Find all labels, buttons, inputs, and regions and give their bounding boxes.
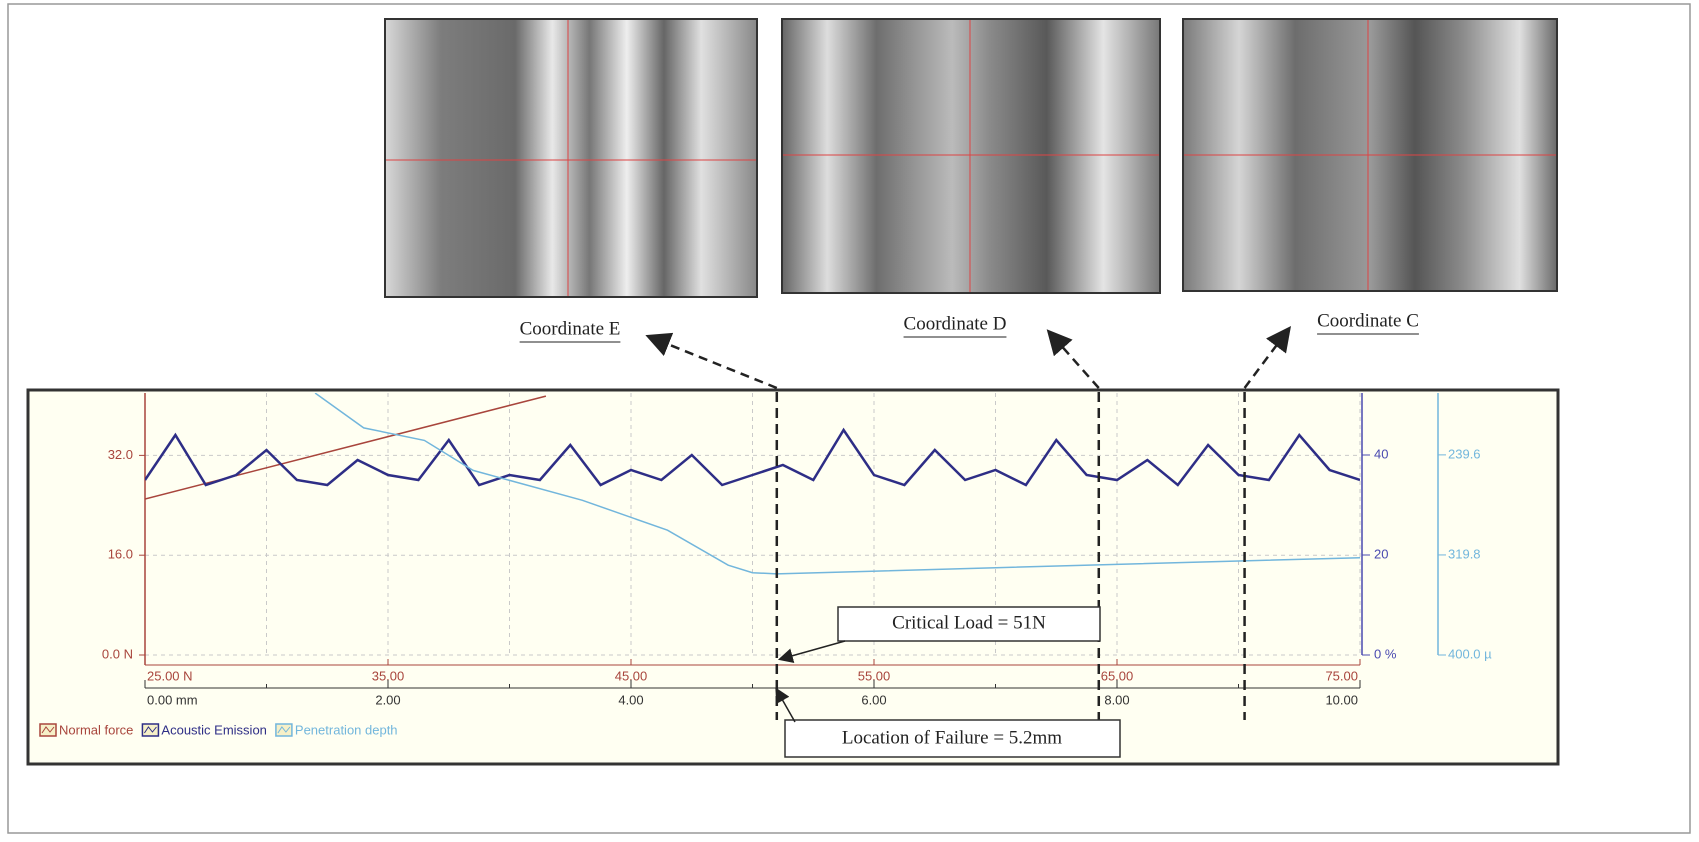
y2-tick-label: 20 [1374, 546, 1388, 561]
x2-tick-label: 25.00 N [147, 668, 193, 683]
y-tick-label: 16.0 [108, 547, 133, 562]
marker-label: Coordinate D [904, 313, 1007, 334]
figure: 0.0 N 16.0 32.0 0 % 20 40 400.0 µ 319.8 239.6 25.… [0, 0, 1699, 837]
y2-tick-label: 40 [1374, 446, 1388, 461]
y-tick-label: 32.0 [108, 447, 133, 462]
micrograph [385, 19, 757, 297]
x-tick-label: 10.00 [1325, 692, 1358, 707]
x-tick-label: 4.00 [618, 692, 643, 707]
x-tick-label: 0.00 mm [147, 692, 198, 707]
marker-label: Coordinate C [1317, 310, 1419, 331]
y3-tick-label: 319.8 [1448, 546, 1481, 561]
y3-tick-label: 400.0 µ [1448, 646, 1492, 661]
micrograph [782, 19, 1160, 293]
x-tick-label: 8.00 [1104, 692, 1129, 707]
x-tick-label: 2.00 [375, 692, 400, 707]
micrographs [385, 19, 1557, 297]
y2-tick-label: 0 % [1374, 646, 1397, 661]
y3-tick-label: 239.6 [1448, 446, 1481, 461]
chart-frame [28, 390, 1558, 764]
x-tick-label: 6.00 [861, 692, 886, 707]
legend-label: Normal force [59, 722, 133, 737]
legend-label: Acoustic Emission [161, 722, 266, 737]
x2-tick-label: 75.00 [1325, 668, 1358, 683]
marker-label: Coordinate E [520, 318, 621, 339]
legend-label: Penetration depth [295, 722, 398, 737]
annotation-text: Critical Load = 51N [892, 612, 1046, 633]
annotation-text: Location of Failure = 5.2mm [842, 727, 1062, 748]
y-tick-label: 0.0 N [102, 646, 133, 661]
